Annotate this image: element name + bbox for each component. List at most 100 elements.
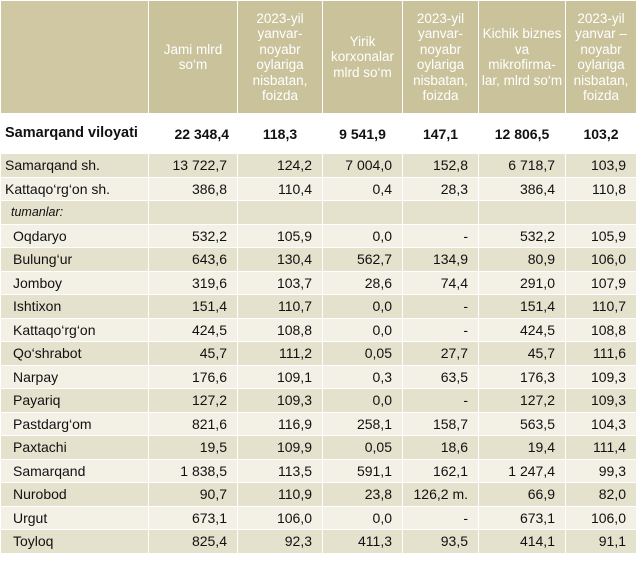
row-name: Narpay xyxy=(0,364,149,389)
cell-value: 591,1 xyxy=(322,458,403,483)
cell-value: 18,6 xyxy=(402,435,479,460)
row-name: Kattaqo‘rg‘on sh. xyxy=(0,176,149,201)
cell-value: 107,9 xyxy=(565,270,636,295)
cell-value: 291,0 xyxy=(478,270,566,295)
row-name: Samarqand sh. xyxy=(0,153,149,178)
row-name: Pastdarg‘om xyxy=(0,411,149,436)
districts-label: tumanlar: xyxy=(0,200,149,225)
cell-value: 0,0 xyxy=(322,388,403,413)
row-name: Jomboy xyxy=(0,270,149,295)
table-row: Kattaqo‘rg‘on 424,5 108,8 0,0 - 424,5 10… xyxy=(0,317,636,342)
cell-value: 6 718,7 xyxy=(478,153,566,178)
cell-value: 74,4 xyxy=(402,270,479,295)
cell-value: 63,5 xyxy=(402,364,479,389)
cell-value: 0,3 xyxy=(322,364,403,389)
cell-value: 386,8 xyxy=(148,176,238,201)
cell-value: 109,1 xyxy=(237,364,323,389)
cell-value: 673,1 xyxy=(478,505,566,530)
cell-value: 13 722,7 xyxy=(148,153,238,178)
cell-value: 99,3 xyxy=(565,458,636,483)
cell-value: 821,6 xyxy=(148,411,238,436)
cell-value: 127,2 xyxy=(478,388,566,413)
row-name: Kattaqo‘rg‘on xyxy=(0,317,149,342)
cell-value: 66,9 xyxy=(478,482,566,507)
cell-value: 0,0 xyxy=(322,505,403,530)
cell-value: 106,0 xyxy=(237,505,323,530)
cell-value: 0,0 xyxy=(322,223,403,248)
cell-value: 92,3 xyxy=(237,529,323,554)
cell-value: 90,7 xyxy=(148,482,238,507)
cell-value: 151,4 xyxy=(148,294,238,319)
cell-value: 176,6 xyxy=(148,364,238,389)
table-row: Ishtixon 151,4 110,7 0,0 - 151,4 110,7 xyxy=(0,294,636,319)
cell-value: 0,05 xyxy=(322,435,403,460)
row-name: Bulung‘ur xyxy=(0,247,149,272)
row-name: Samarqand xyxy=(0,458,149,483)
cell-value: 110,9 xyxy=(237,482,323,507)
row-name: Oqdaryo xyxy=(0,223,149,248)
header-large-percent: 2023-yil yanvar-noyabr oylariga nisbatan… xyxy=(402,0,479,114)
cell-value: 110,4 xyxy=(237,176,323,201)
cell-value: 106,0 xyxy=(565,247,636,272)
cell-value: 9 541,9 xyxy=(322,113,403,154)
cell-value: 23,8 xyxy=(322,482,403,507)
cell-value: - xyxy=(402,223,479,248)
cell-value: 562,7 xyxy=(322,247,403,272)
cell-value: 130,4 xyxy=(237,247,323,272)
header-corner xyxy=(0,0,149,114)
cell-value: - xyxy=(402,317,479,342)
table-row: Kattaqo‘rg‘on sh. 386,8 110,4 0,4 28,3 3… xyxy=(0,176,636,201)
cell-value: 109,3 xyxy=(237,388,323,413)
cell-value: 147,1 xyxy=(402,113,479,154)
cell-value: 80,9 xyxy=(478,247,566,272)
row-name: Ishtixon xyxy=(0,294,149,319)
cell-value: 45,7 xyxy=(148,341,238,366)
cell-value: 1 247,4 xyxy=(478,458,566,483)
table-row: Bulung‘ur 643,6 130,4 562,7 134,9 80,9 1… xyxy=(0,247,636,272)
cell-value: 111,2 xyxy=(237,341,323,366)
cell-value: 424,5 xyxy=(478,317,566,342)
cell-value: 110,7 xyxy=(565,294,636,319)
cell-value: 158,7 xyxy=(402,411,479,436)
header-total-percent: 2023-yil yanvar-noyabr oylariga nisbatan… xyxy=(237,0,323,114)
cell-value: 110,7 xyxy=(237,294,323,319)
cell-value: 22 348,4 xyxy=(148,113,238,154)
cell-value: 110,8 xyxy=(565,176,636,201)
cell-value: 82,0 xyxy=(565,482,636,507)
row-name: Nurobod xyxy=(0,482,149,507)
cell-value: 0,0 xyxy=(322,294,403,319)
table-row: Paxtachi 19,5 109,9 0,05 18,6 19,4 111,4 xyxy=(0,435,636,460)
cell-value: 0,05 xyxy=(322,341,403,366)
cell-value: 563,5 xyxy=(478,411,566,436)
cell-value: 673,1 xyxy=(148,505,238,530)
table-row: Jomboy 319,6 103,7 28,6 74,4 291,0 107,9 xyxy=(0,270,636,295)
row-name: Urgut xyxy=(0,505,149,530)
cell-value: 27,7 xyxy=(402,341,479,366)
table-row: Payariq 127,2 109,3 0,0 - 127,2 109,3 xyxy=(0,388,636,413)
cell-value: 134,9 xyxy=(402,247,479,272)
cell-value: 111,6 xyxy=(565,341,636,366)
cell-value: 103,2 xyxy=(565,113,636,154)
table-row-subheading: tumanlar: xyxy=(0,200,636,225)
cell-value: 319,6 xyxy=(148,270,238,295)
cell-value: 127,2 xyxy=(148,388,238,413)
table-row-region: Samarqand viloyati 22 348,4 118,3 9 541,… xyxy=(0,113,636,154)
cell-value: 411,3 xyxy=(322,529,403,554)
cell-value: 109,3 xyxy=(565,388,636,413)
cell-value: 532,2 xyxy=(148,223,238,248)
header-small-business: Kichik biznes va mikrofirma-lar, mlrd so… xyxy=(478,0,566,114)
cell-value: 104,3 xyxy=(565,411,636,436)
cell-value: 162,1 xyxy=(402,458,479,483)
cell-value: - xyxy=(402,294,479,319)
table-row: Oqdaryo 532,2 105,9 0,0 - 532,2 105,9 xyxy=(0,223,636,248)
cell-value: 103,7 xyxy=(237,270,323,295)
cell-value: 118,3 xyxy=(237,113,323,154)
header-large-enterprises: Yirik korxonalar mlrd so‘m xyxy=(322,0,403,114)
cell-value: 825,4 xyxy=(148,529,238,554)
table-row: Narpay 176,6 109,1 0,3 63,5 176,3 109,3 xyxy=(0,364,636,389)
table-row: Toyloq 825,4 92,3 411,3 93,5 414,1 91,1 xyxy=(0,529,636,554)
table-row: Samarqand 1 838,5 113,5 591,1 162,1 1 24… xyxy=(0,458,636,483)
cell-value: 111,4 xyxy=(565,435,636,460)
table-row: Samarqand sh. 13 722,7 124,2 7 004,0 152… xyxy=(0,153,636,178)
cell-value: 643,6 xyxy=(148,247,238,272)
